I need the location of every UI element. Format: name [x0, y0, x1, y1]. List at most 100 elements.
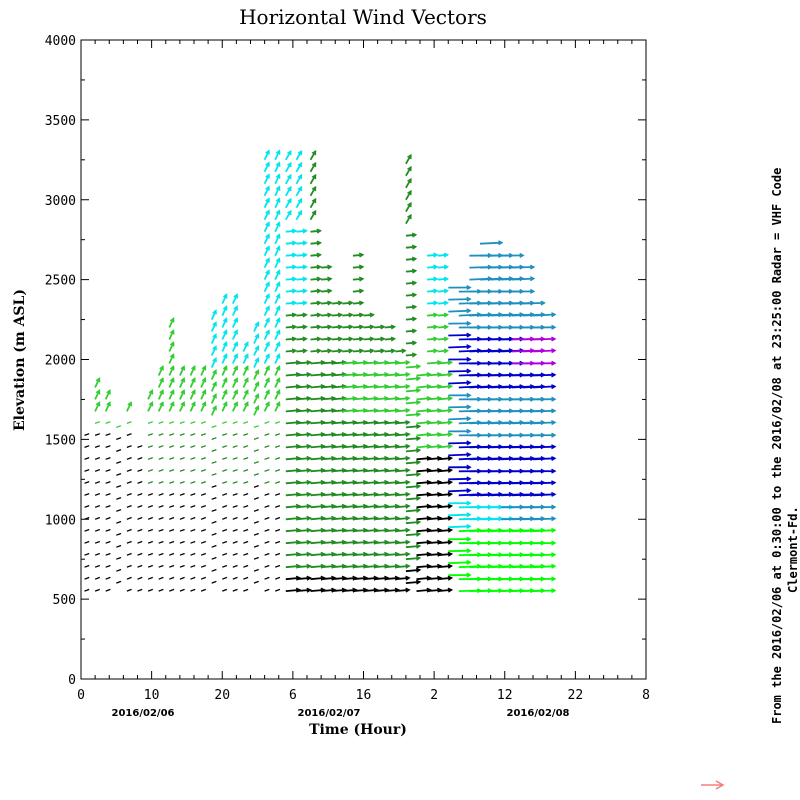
wind-vector — [532, 349, 556, 353]
wind-vector — [168, 378, 175, 388]
wind-vector-head — [411, 340, 418, 346]
wind-vector — [321, 265, 332, 269]
wind-vector — [532, 313, 556, 317]
wind-vector — [222, 504, 228, 508]
wind-vector-head — [447, 563, 454, 569]
wind-vector — [253, 568, 259, 572]
wind-vector — [263, 378, 270, 388]
wind-vector — [126, 421, 132, 425]
wind-vector — [126, 468, 132, 472]
wind-vector-head — [411, 268, 418, 274]
wind-vector — [264, 445, 270, 449]
wind-vector — [437, 397, 452, 401]
wind-vector — [405, 377, 420, 381]
wind-vector — [116, 437, 122, 441]
wind-vector — [126, 540, 132, 544]
wind-vector — [395, 577, 410, 581]
wind-vector-head — [466, 500, 472, 506]
wind-vector — [232, 421, 238, 425]
wind-vector — [200, 366, 207, 376]
wind-vector-head — [405, 395, 411, 401]
wind-vector-head — [265, 353, 270, 359]
wind-vector — [395, 565, 410, 569]
wind-vector — [137, 564, 143, 568]
wind-vector-head — [222, 341, 228, 347]
wind-vector-head — [265, 341, 270, 347]
wind-vector — [253, 322, 260, 332]
wind-vector — [532, 553, 556, 557]
wind-vector — [105, 456, 111, 460]
wind-vector — [321, 517, 336, 521]
wind-vector — [211, 437, 217, 441]
y-tick-label: 3000 — [45, 194, 76, 209]
wind-vector — [427, 565, 442, 569]
wind-vector — [479, 241, 503, 245]
wind-vector — [416, 469, 431, 473]
wind-vector-head — [233, 401, 238, 407]
wind-vector-head — [254, 393, 260, 399]
wind-vector-head — [297, 161, 303, 168]
wind-vector — [285, 265, 296, 269]
wind-vector — [405, 269, 416, 273]
wind-vector — [116, 520, 122, 524]
wind-vector — [384, 409, 399, 413]
wind-vector-head — [551, 396, 557, 402]
wind-vector — [363, 385, 378, 389]
wind-vector — [179, 492, 185, 496]
wind-vector — [200, 445, 207, 449]
wind-vector — [448, 442, 471, 445]
wind-vector — [147, 540, 154, 544]
wind-vector — [147, 516, 154, 520]
wind-vector — [126, 480, 132, 484]
wind-vector-head — [466, 308, 472, 314]
wind-vector — [137, 492, 143, 496]
wind-vector-head — [415, 399, 422, 405]
wind-vector — [427, 349, 438, 353]
wind-vector — [179, 504, 185, 508]
wind-vector — [84, 492, 90, 496]
wind-vector — [416, 481, 431, 485]
wind-vector-head — [443, 324, 450, 330]
wind-vector — [285, 397, 300, 401]
wind-vector — [94, 456, 101, 460]
wind-vector — [84, 588, 90, 592]
wind-vector-head — [302, 264, 308, 270]
wind-vector — [384, 385, 399, 389]
wind-vector — [296, 517, 311, 521]
wind-vector — [437, 301, 448, 305]
wind-vector — [200, 480, 207, 484]
wind-vector — [168, 342, 175, 352]
wind-vector-head — [265, 149, 270, 155]
wind-vector-head — [201, 365, 207, 371]
wind-vector-head — [358, 300, 365, 306]
wind-vector — [190, 564, 196, 568]
wind-vector — [321, 349, 332, 353]
wind-vector — [94, 445, 101, 449]
wind-vector — [384, 541, 399, 545]
wind-vector — [94, 516, 101, 520]
wind-vector-head — [358, 336, 365, 342]
wind-vector — [427, 421, 442, 425]
wind-vector — [253, 484, 259, 488]
wind-vector — [84, 576, 90, 580]
wind-vector — [310, 385, 325, 389]
wind-vector — [395, 457, 410, 461]
wind-vector-head — [275, 245, 281, 251]
wind-vector-head — [265, 269, 270, 275]
wind-vector — [285, 565, 300, 569]
date-label-3: 2016/02/08 — [507, 708, 570, 719]
wind-vector-head — [233, 377, 238, 383]
wind-vector-head — [411, 280, 418, 286]
wind-vector — [158, 504, 164, 508]
wind-vector-head — [551, 384, 557, 390]
wind-vector-head — [233, 341, 238, 347]
wind-vector — [405, 154, 412, 165]
wind-vector — [331, 445, 346, 449]
wind-vector — [310, 589, 325, 592]
wind-vector — [126, 552, 132, 556]
wind-vector — [296, 385, 311, 389]
y-tick-label: 1000 — [45, 513, 76, 528]
wind-vector — [147, 445, 154, 449]
wind-vector — [274, 552, 281, 556]
wind-vector — [384, 421, 399, 425]
